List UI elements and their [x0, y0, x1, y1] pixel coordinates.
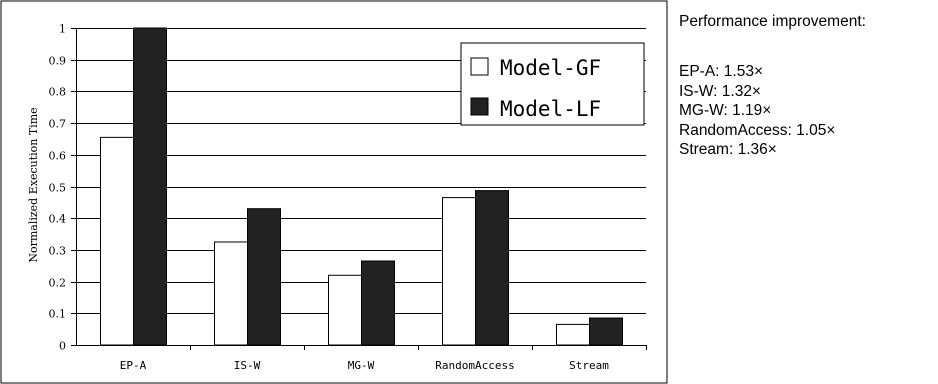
- improvement-randomaccess: RandomAccess: 1.05×: [679, 121, 836, 139]
- y-tick-labels: 0 0.1 0.2 0.3 0.4 0.5 0.6 0.7 0.8 0.9 1: [49, 23, 67, 353]
- y-tick-label: 0.9: [49, 55, 67, 68]
- x-category-label: MG-W: [348, 359, 375, 372]
- legend-label-model-gf: Model-GF: [500, 56, 601, 80]
- y-tick-label: 1: [59, 23, 66, 36]
- improvement-ep-a: EP-A: 1.53×: [679, 63, 764, 80]
- y-tick-label: 0.3: [49, 245, 67, 258]
- improvement-is-w: IS-W: 1.32×: [679, 82, 761, 100]
- bar-model-gf-stream: [556, 323, 590, 346]
- y-tick-label: 0.7: [49, 118, 67, 131]
- bar-model-lf-stream: [589, 317, 623, 346]
- category-labels: EP-A IS-W MG-W RandomAccess Stream: [120, 359, 609, 372]
- bar-model-lf-randomaccess: [475, 190, 509, 346]
- x-category-label: EP-A: [120, 359, 147, 372]
- legend-swatch-model-lf: [470, 97, 489, 116]
- x-category-label: IS-W: [234, 359, 261, 372]
- bar-model-lf-ep-a: [133, 27, 167, 346]
- y-tick-label: 0.4: [49, 213, 67, 226]
- y-tick-label: 0: [59, 340, 66, 353]
- bar-model-gf-randomaccess: [442, 197, 476, 346]
- legend-label-model-lf: Model-LF: [500, 97, 601, 121]
- bar-model-gf-mg-w: [328, 274, 362, 346]
- y-tick-label: 0.5: [49, 182, 67, 195]
- y-tick-label: 0.6: [49, 150, 67, 163]
- y-tick-label: 0.8: [49, 86, 67, 99]
- bar-model-gf-is-w: [214, 241, 248, 346]
- performance-panel: Performance improvement: EP-A: 1.53× IS-…: [679, 0, 938, 384]
- y-tick-label: 0.1: [49, 308, 67, 321]
- improvement-stream: Stream: 1.36×: [679, 141, 777, 158]
- bar-model-lf-mg-w: [361, 260, 395, 346]
- legend: Model-GF Model-LF: [460, 42, 645, 126]
- improvement-mg-w: MG-W: 1.19×: [679, 102, 772, 119]
- bar-model-gf-ep-a: [100, 136, 134, 346]
- legend-box: [460, 42, 645, 126]
- improvement-list: EP-A: 1.53× IS-W: 1.32× MG-W: 1.19× Rand…: [679, 62, 835, 160]
- legend-swatch-model-gf: [470, 57, 489, 76]
- x-category-label: Stream: [569, 359, 609, 372]
- axes: [71, 28, 647, 350]
- bar-model-lf-is-w: [247, 208, 281, 346]
- performance-heading: Performance improvement:: [679, 13, 866, 30]
- x-category-label: RandomAccess: [435, 359, 514, 372]
- y-tick-label: 0.2: [49, 277, 67, 290]
- y-axis-title: Normalized Execution Time: [27, 107, 40, 262]
